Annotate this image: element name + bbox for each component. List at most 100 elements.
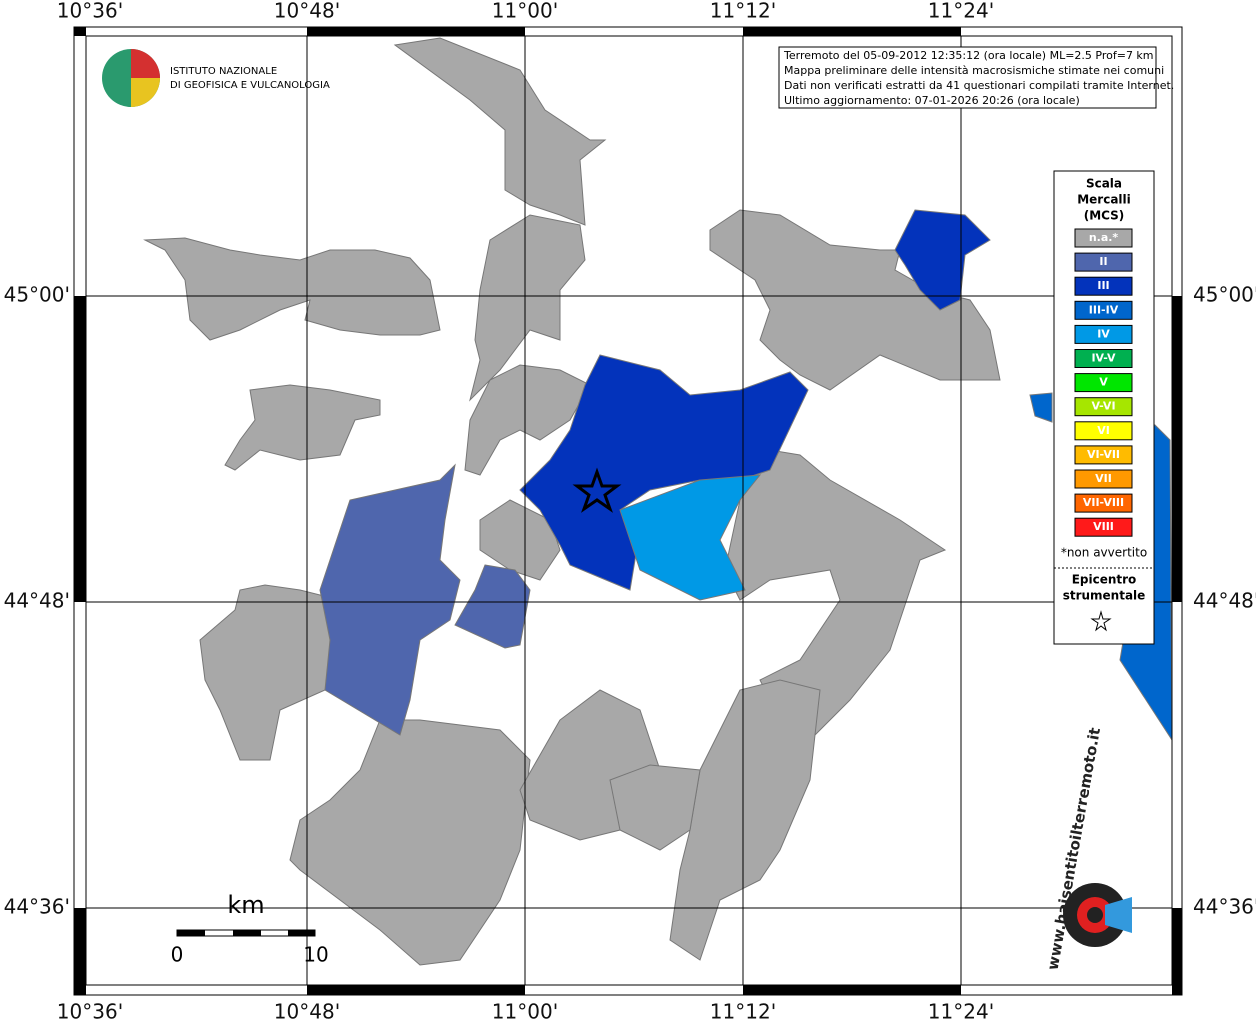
legend-label: III-IV <box>1089 303 1119 316</box>
lat-label: 45°00' <box>1193 283 1256 307</box>
legend-swatch <box>1074 373 1133 393</box>
region <box>469 214 586 402</box>
logo-text: ISTITUTO NAZIONALE <box>170 66 277 77</box>
lon-label: 11°00' <box>492 1000 558 1024</box>
lat-label: 44°48' <box>4 589 70 613</box>
legend-label: VII <box>1095 472 1112 485</box>
legend-swatch <box>1074 276 1133 296</box>
legend-swatch <box>1074 493 1133 513</box>
frame <box>73 26 1183 996</box>
frame-seg <box>74 296 86 602</box>
scale-label: 0 <box>171 943 184 967</box>
lon-label: 10°48' <box>274 0 340 23</box>
info-line: Dati non verificati estratti da 41 quest… <box>784 79 1174 92</box>
region <box>143 237 441 341</box>
scale-label: 10 <box>303 943 328 967</box>
frame-seg <box>1172 908 1182 995</box>
legend-title: Mercalli <box>1077 193 1131 207</box>
info-box: Terremoto del 05-09-2012 12:35:12 (ora l… <box>778 46 1174 109</box>
legend-label: II <box>1099 255 1107 268</box>
region <box>289 719 531 966</box>
region <box>1029 392 1053 423</box>
legend-label: n.a.* <box>1089 231 1119 244</box>
info-line: Ultimo aggiornamento: 07-01-2026 20:26 (… <box>784 94 1080 107</box>
brand-circle <box>1087 907 1103 923</box>
logo-part <box>131 78 160 107</box>
legend-swatch <box>1074 300 1133 320</box>
legend-label: VII-VIII <box>1083 496 1124 509</box>
lon-label: 10°36' <box>57 0 123 23</box>
legend-label: IV <box>1097 327 1110 340</box>
logo-part <box>131 49 160 78</box>
legend-epicenter: Epicentro <box>1072 573 1137 587</box>
scale-bar: km 0 10 <box>171 891 329 967</box>
lon-label: 11°12' <box>710 1000 776 1024</box>
region <box>619 474 762 601</box>
legend-swatch <box>1074 517 1133 537</box>
lon-label: 11°12' <box>710 0 776 23</box>
ingv-logo: ISTITUTO NAZIONALE DI GEOFISICA E VULCAN… <box>102 49 330 107</box>
legend-swatch <box>1074 228 1133 248</box>
legend-swatch <box>1074 324 1133 344</box>
lon-label: 10°48' <box>274 1000 340 1024</box>
regions <box>143 37 1173 966</box>
legend-label: VI <box>1097 424 1110 437</box>
region <box>464 364 591 476</box>
lon-label: 10°36' <box>57 1000 123 1024</box>
lat-label: 44°48' <box>1193 589 1256 613</box>
region <box>609 764 701 851</box>
region <box>669 679 821 961</box>
scale-seg <box>177 930 205 936</box>
frame-seg <box>74 27 86 36</box>
scale-seg <box>288 930 315 936</box>
region <box>479 499 561 581</box>
region <box>393 37 607 226</box>
legend-note: *non avvertito <box>1061 546 1147 560</box>
region <box>894 209 991 311</box>
scale-seg <box>233 930 261 936</box>
legend-star <box>1090 610 1112 632</box>
info-box-frame <box>778 46 1157 109</box>
lat-label: 44°36' <box>1193 895 1256 919</box>
lat-label: 45°00' <box>4 283 70 307</box>
frame-seg <box>307 985 525 995</box>
frame-seg <box>74 908 86 995</box>
legend-title: Scala <box>1086 177 1122 191</box>
region <box>199 584 346 761</box>
info-line: Terremoto del 05-09-2012 12:35:12 (ora l… <box>783 49 1154 62</box>
legend-label: V <box>1099 376 1108 389</box>
legend-label: VIII <box>1093 520 1114 533</box>
legend-label: IV-V <box>1091 352 1116 365</box>
legend-epicenter: strumentale <box>1063 589 1146 603</box>
lon-label: 11°24' <box>928 0 994 23</box>
brand-logo: www.haisentitoilterremoto.it <box>1044 726 1132 971</box>
legend-label: V-VI <box>1091 400 1115 413</box>
frame-seg <box>743 985 961 995</box>
legend-swatch <box>1074 469 1133 489</box>
legend: Scala Mercalli (MCS) *non avvertito Epic… <box>1053 170 1155 645</box>
legend-label: VI-VII <box>1087 448 1120 461</box>
region <box>709 209 1001 391</box>
frame-seg <box>307 27 525 36</box>
legend-swatch <box>1074 445 1133 465</box>
scale-unit: km <box>227 891 264 919</box>
lat-label: 44°36' <box>4 895 70 919</box>
info-line: Mappa preliminare delle intensità macros… <box>784 64 1164 77</box>
legend-swatch <box>1074 252 1133 272</box>
epicenter-star <box>572 467 622 513</box>
lon-label: 11°00' <box>492 0 558 23</box>
logo-text: DI GEOFISICA E VULCANOLOGIA <box>170 80 330 91</box>
legend-swatch <box>1074 421 1133 441</box>
legend-title: (MCS) <box>1084 209 1125 223</box>
region <box>319 463 461 736</box>
grid <box>86 36 1172 985</box>
region <box>224 384 381 471</box>
legend-swatch <box>1074 349 1133 368</box>
lon-label: 11°24' <box>928 1000 994 1024</box>
legend-swatch <box>1074 397 1133 417</box>
frame-seg <box>1172 296 1182 602</box>
brand-speaker <box>1105 897 1132 933</box>
region <box>454 564 531 649</box>
legend-label: III <box>1097 279 1109 292</box>
